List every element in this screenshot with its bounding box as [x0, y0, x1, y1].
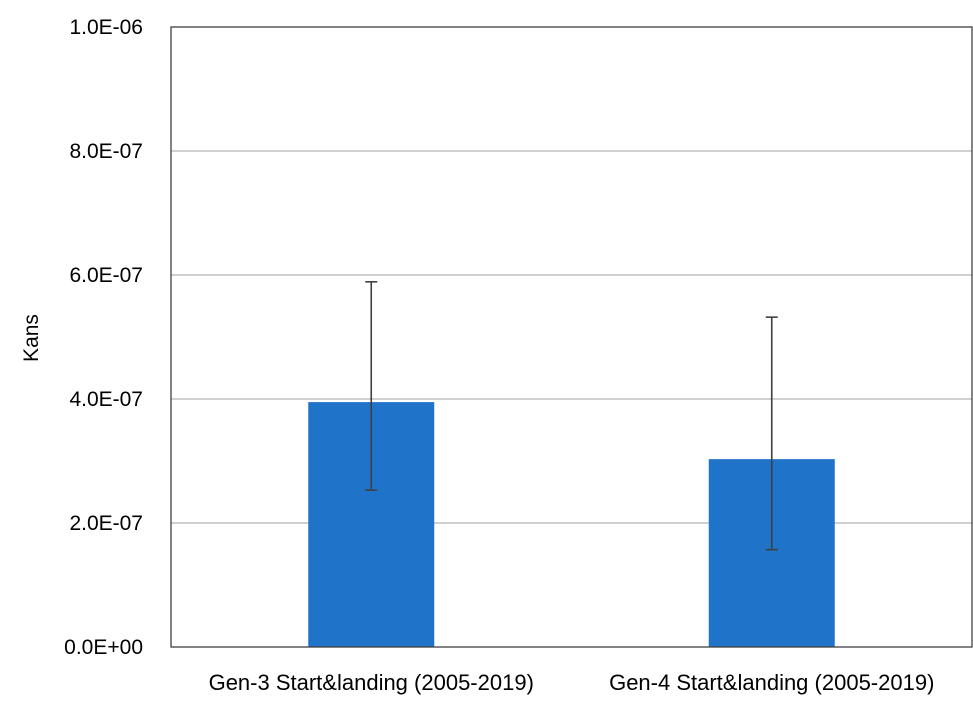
- plot-border: [170, 26, 973, 648]
- y-tick-label: 4.0E-07: [69, 388, 143, 411]
- x-category-label: Gen-4 Start&landing (2005-2019): [609, 670, 934, 695]
- gridlines: [171, 150, 972, 524]
- bars: [308, 402, 835, 647]
- y-tick-labels: 0.0E+00 2.0E-07 4.0E-07 6.0E-07 8.0E-07 1.0E-…: [64, 16, 143, 659]
- plot-frame: [170, 26, 973, 648]
- y-tick-label: 2.0E-07: [69, 512, 143, 535]
- y-tick-label: 0.0E+00: [64, 636, 143, 659]
- x-category-labels: Gen-3 Start&landing (2005-2019) Gen-4 Sta…: [209, 670, 935, 695]
- y-tick-label: 1.0E-06: [69, 16, 143, 39]
- y-tick-label: 8.0E-07: [69, 140, 143, 163]
- error-bars: [365, 281, 778, 551]
- y-tick-label: 6.0E-07: [69, 264, 143, 287]
- x-category-label: Gen-3 Start&landing (2005-2019): [209, 670, 534, 695]
- y-axis-title: Kans: [20, 314, 43, 362]
